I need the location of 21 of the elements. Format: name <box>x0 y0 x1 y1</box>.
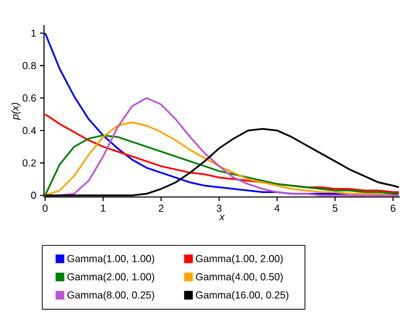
y-axis-title: p(x) <box>11 102 21 120</box>
x-axis-title: x <box>219 214 225 220</box>
legend-label: Gamma(16.00, 0.25) <box>196 291 288 301</box>
x-tick-label: 2 <box>158 204 164 212</box>
y-tick-label: 1 <box>31 30 36 37</box>
y-tick-label: 0 <box>31 192 36 199</box>
legend-label: Gamma(1.00, 2.00) <box>196 254 283 264</box>
x-tick-label: 0 <box>42 204 48 212</box>
legend-label: Gamma(4.00, 0.50) <box>196 272 283 282</box>
x-tick-label: 4 <box>274 204 280 212</box>
x-tick-label: 3 <box>216 204 222 212</box>
legend-label: Gamma(1.00, 1.00) <box>67 254 154 264</box>
y-tick-label: 0.4 <box>22 126 36 134</box>
x-tick-label: 5 <box>332 204 338 212</box>
legend-label: Gamma(2.00, 1.00) <box>67 272 154 282</box>
y-tick-label: 0.2 <box>22 159 36 167</box>
x-tick-label: 1 <box>101 204 106 212</box>
legend-label: Gamma(8.00, 0.25) <box>67 291 154 301</box>
y-tick-label: 0.8 <box>22 62 36 70</box>
x-tick-label: 6 <box>390 204 396 212</box>
y-tick-label: 0.6 <box>22 94 36 102</box>
